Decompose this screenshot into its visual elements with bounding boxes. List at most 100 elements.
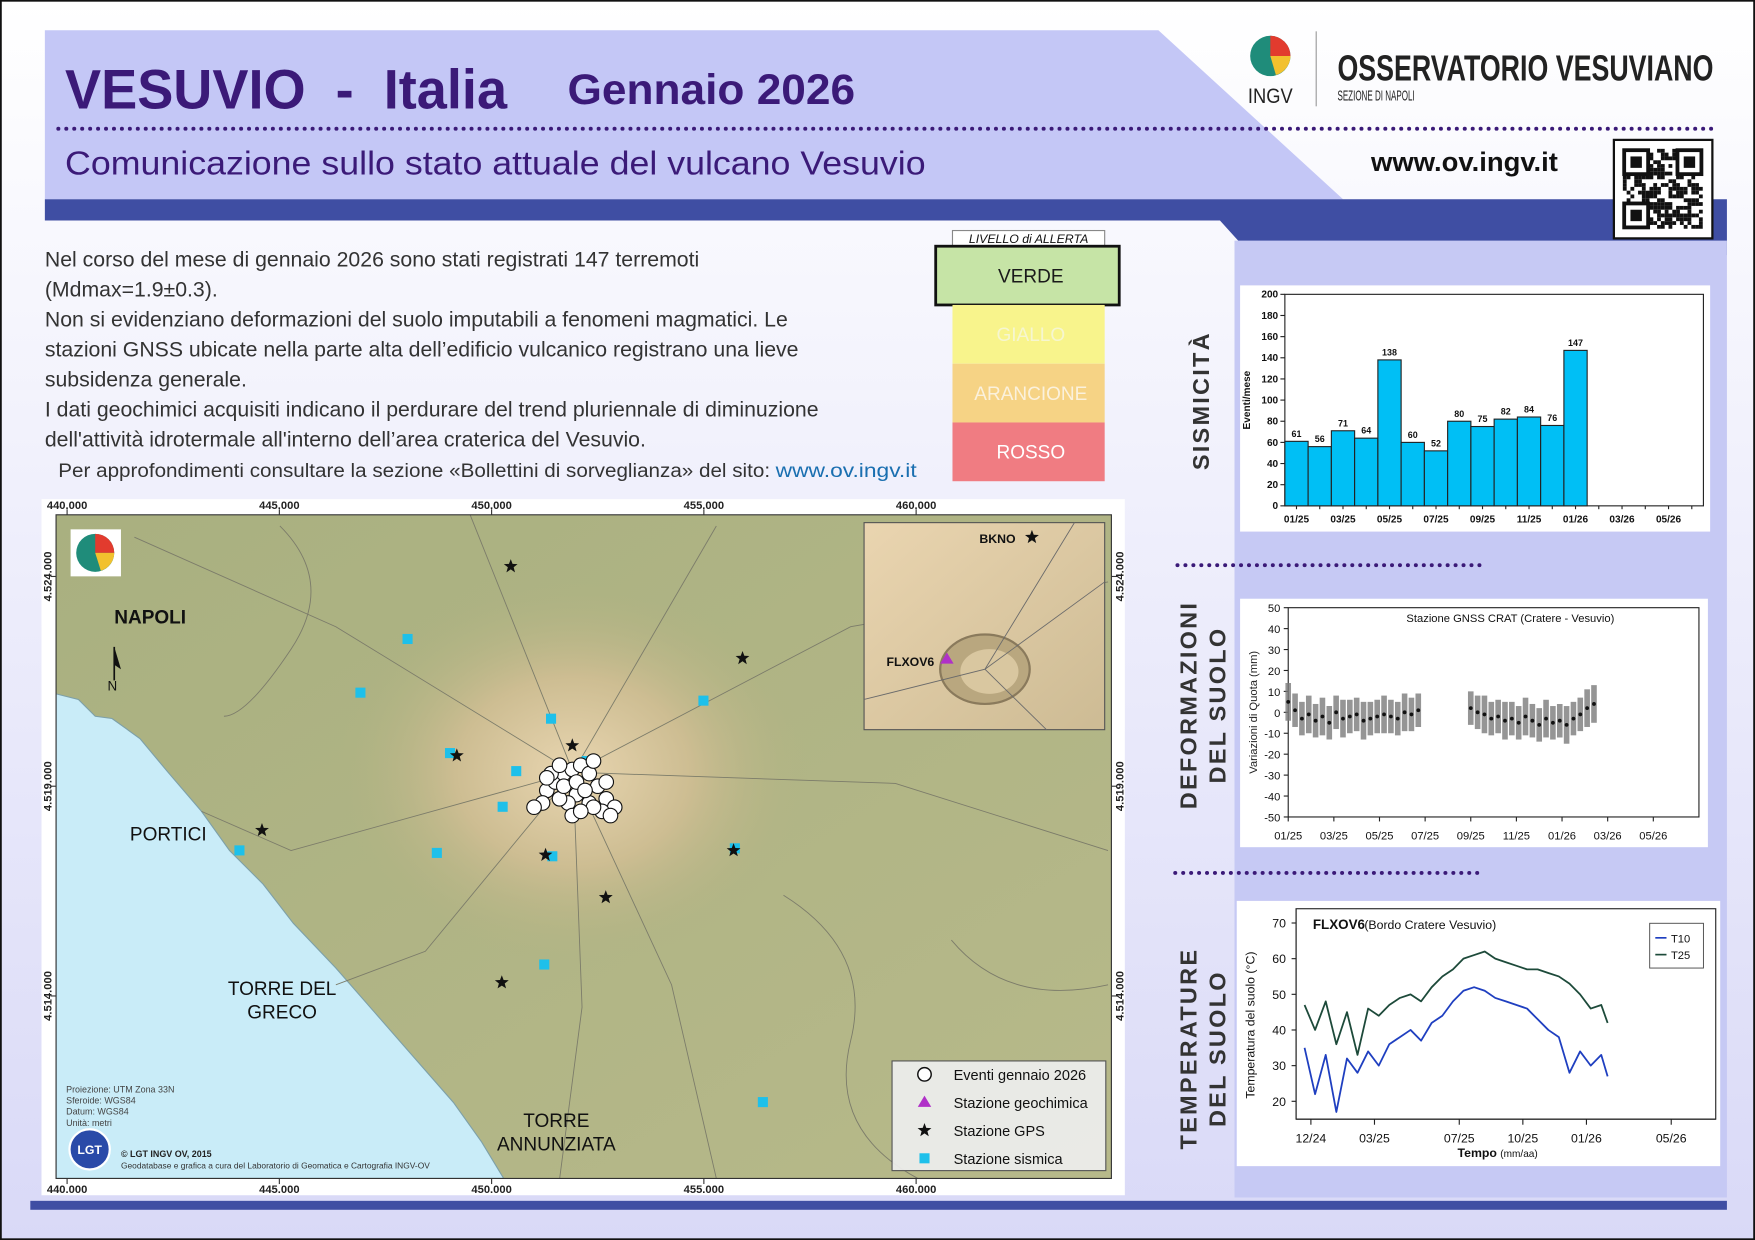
alert-level-label: ROSSO [996, 443, 1065, 464]
qr-module [1641, 175, 1646, 180]
qr-module [1668, 190, 1673, 195]
place-label: NAPOLI [114, 607, 186, 628]
x-tick-label: 03/26 [1609, 515, 1635, 526]
data-point [1375, 714, 1380, 719]
north-label: N [108, 679, 118, 694]
qr-module [1653, 171, 1658, 176]
y-tick-label: 100 [1261, 395, 1278, 406]
qr-module [1672, 213, 1677, 218]
qr-finder [1630, 209, 1642, 222]
earthquake-event [598, 774, 615, 790]
qr-module [1649, 156, 1654, 161]
bar [1423, 450, 1449, 507]
qr-module [1653, 221, 1658, 225]
summary-line: Nel corso del mese di gennaio 2026 sono … [45, 247, 699, 271]
qr-module [1638, 190, 1642, 195]
y-tick-label: 160 [1261, 332, 1278, 343]
qr-module [1664, 221, 1669, 225]
bar-value-label: 138 [1382, 347, 1397, 357]
qr-module [1660, 175, 1665, 180]
qr-module [1691, 175, 1696, 180]
qr-module [1687, 198, 1692, 203]
data-point [1416, 708, 1421, 713]
qr-module [1672, 156, 1677, 161]
bar-value-label: 80 [1454, 409, 1464, 419]
qr-module [1649, 205, 1654, 210]
summary-line: dell'attività idrotermale all'interno de… [45, 427, 646, 451]
qr-module [1672, 183, 1677, 187]
data-point [1347, 714, 1352, 719]
section-label: DEL SUOLO [1205, 970, 1231, 1127]
chart-background [1236, 900, 1721, 1167]
legend-label: Stazione GPS [954, 1124, 1046, 1140]
gps-station [494, 975, 509, 989]
qr-module [1698, 217, 1703, 222]
summary-more: Per approfondimenti consultare la sezion… [58, 461, 770, 482]
x-tick-label: 05/26 [1639, 830, 1667, 842]
bar-value-label: 76 [1547, 413, 1557, 423]
x-tick-label: 01/26 [1571, 1132, 1602, 1146]
qr-finder [1622, 148, 1651, 177]
map-x-label: 450.000 [471, 1184, 511, 1196]
x-tick-label: 05/25 [1377, 515, 1403, 526]
qr-module [1645, 198, 1650, 203]
qr-module [1672, 186, 1677, 191]
legend-box [1649, 922, 1704, 969]
map-logo-globe [95, 533, 115, 553]
data-point [1361, 718, 1366, 723]
legend-symbol [917, 1095, 932, 1107]
qr-module [1653, 194, 1658, 199]
legend-symbol [917, 1123, 932, 1137]
qr-module [1641, 183, 1646, 187]
qr-module [1657, 171, 1661, 176]
qr-module [1657, 202, 1661, 206]
qr-module [1657, 167, 1661, 172]
earthquake-event [538, 769, 555, 786]
legend-label: Eventi gennaio 2026 [954, 1068, 1087, 1084]
legend-label: T10 [1671, 933, 1690, 945]
data-point [1354, 712, 1359, 717]
x-tick-label: 11/25 [1503, 830, 1530, 842]
y-tick-label: 20 [1268, 666, 1280, 678]
alert-title: LIVELLO di ALLERTA [969, 232, 1088, 246]
qr-module [1687, 213, 1692, 218]
y-tick-label: 180 [1261, 311, 1278, 322]
qr-module [1653, 183, 1658, 187]
x-tick-label: 11/25 [1517, 515, 1542, 526]
y-tick-label: 30 [1268, 645, 1280, 657]
qr-module [1676, 190, 1680, 195]
map-y-label: 4.514.000 [43, 971, 55, 1021]
y-axis-label: Temperatura del suolo (°C) [1244, 952, 1258, 1099]
bar-value-label: 64 [1361, 426, 1371, 436]
qr-module [1660, 198, 1665, 203]
qr-module [1622, 175, 1627, 180]
x-tick-label: 07/25 [1423, 515, 1449, 526]
x-tick-label: 01/25 [1284, 515, 1310, 526]
data-point [1516, 720, 1521, 725]
qr-module [1676, 213, 1680, 218]
qr-module [1660, 167, 1665, 172]
qr-module [1683, 224, 1688, 229]
qr-module [1657, 209, 1661, 214]
chart-title: FLXOV6 [1313, 917, 1365, 932]
qr-module [1672, 209, 1677, 214]
qr-module [1622, 183, 1627, 187]
gps-station [735, 651, 750, 665]
y-axis-label: Eventi/mese [1242, 370, 1253, 429]
qr-module [1695, 202, 1699, 206]
map-x-label: 455.000 [684, 500, 724, 512]
ingv-logo-globe [1270, 55, 1291, 75]
qr-module [1668, 224, 1673, 229]
qr-module [1645, 175, 1650, 180]
qr-module [1695, 186, 1699, 191]
qr-module [1641, 194, 1646, 199]
seismic-station [234, 845, 245, 856]
data-point [1334, 710, 1339, 715]
map-logo-globe [95, 552, 115, 571]
alert-level-label: VERDE [998, 266, 1064, 287]
gps-station [538, 847, 553, 861]
qr-module [1687, 202, 1692, 206]
qr-module [1664, 202, 1669, 206]
bar [1400, 441, 1425, 507]
